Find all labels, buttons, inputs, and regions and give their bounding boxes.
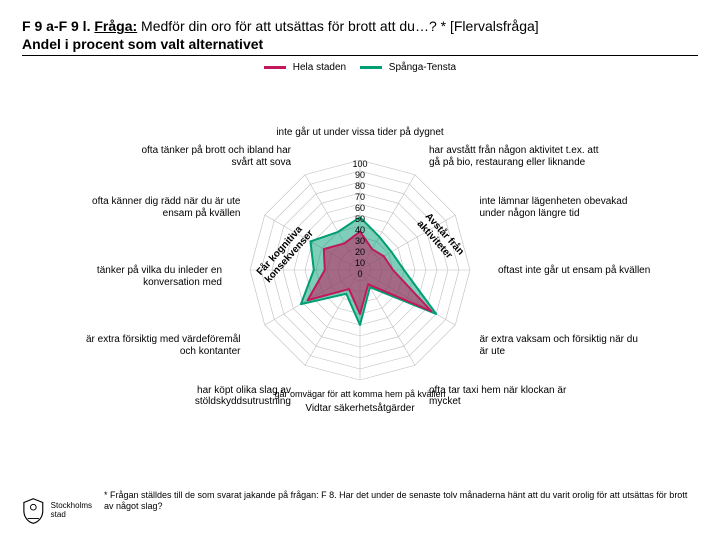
radar-category-label: inte går ut under vissa tider på dygnet bbox=[275, 127, 445, 139]
radar-category-label: ofta känner dig rädd när du är ute ensam… bbox=[70, 196, 240, 219]
page-title: F 9 a-F 9 l. Fråga: Medför din oro för a… bbox=[22, 18, 698, 56]
legend-swatch-2 bbox=[360, 66, 382, 69]
radar-category-label: tänker på vilka du inleder en konversati… bbox=[52, 265, 222, 288]
stockholm-logo: Stockholms stad bbox=[22, 490, 92, 532]
footnote-text: * Frågan ställdes till de som svarat jak… bbox=[104, 490, 698, 512]
radar-category-label: Vidtar säkerhetsåtgärder bbox=[275, 403, 445, 415]
chart-legend: Hela staden Spånga-Tensta bbox=[22, 62, 698, 73]
radar-svg bbox=[230, 140, 490, 400]
radar-category-label: inte lämnar lägenheten obevakad under nå… bbox=[480, 196, 650, 219]
radar-category-label: är extra försiktig med värdeföremål och … bbox=[70, 334, 240, 357]
radar-chart: inte går ut under vissa tider på dygneth… bbox=[22, 77, 698, 437]
legend-swatch-1 bbox=[264, 66, 286, 69]
radar-category-label: oftast inte går ut ensam på kvällen bbox=[498, 265, 668, 277]
radar-category-label: är extra vaksam och försiktig när du är … bbox=[480, 334, 650, 357]
shield-icon bbox=[22, 497, 45, 525]
legend-label-1: Hela staden bbox=[293, 62, 346, 73]
legend-label-2: Spånga-Tensta bbox=[389, 62, 456, 73]
footer: Stockholms stad * Frågan ställdes till d… bbox=[22, 490, 698, 532]
